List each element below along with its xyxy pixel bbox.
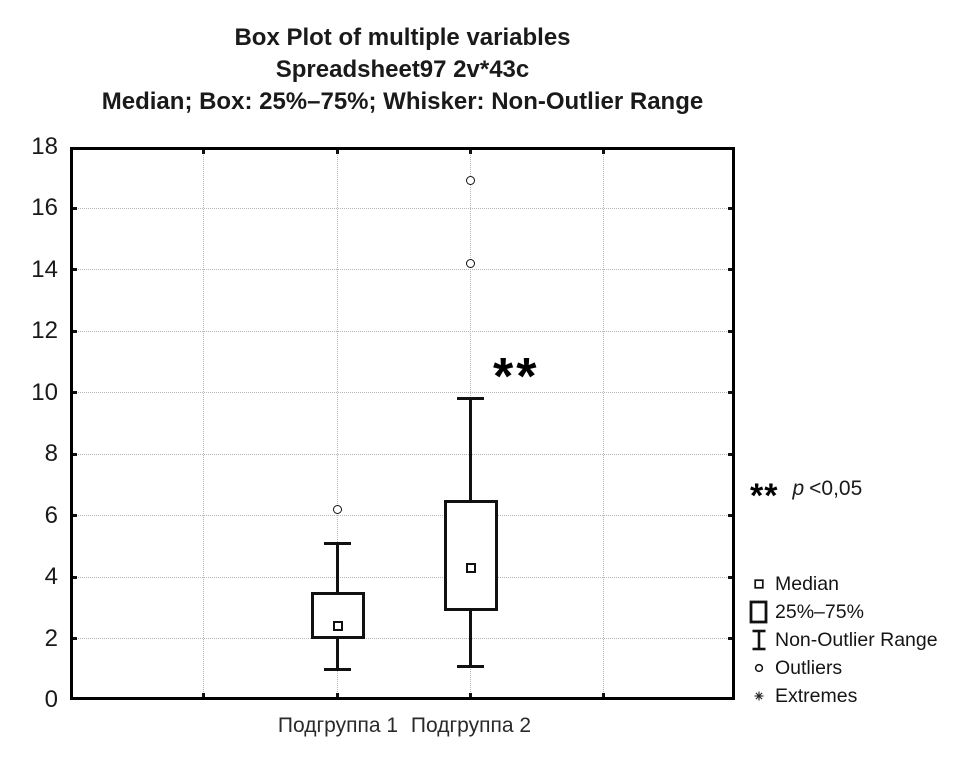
x-category-label: Подгруппа 1 (277, 714, 399, 737)
axis-tick-top (202, 147, 206, 154)
y-tick-label: 12 (31, 317, 58, 345)
y-tick-label: 6 (44, 501, 58, 529)
outlier-point (466, 259, 476, 269)
box-rect-icon (746, 600, 772, 624)
gridline-h (70, 269, 735, 271)
axis-tick-left (70, 391, 77, 395)
y-tick-label: 18 (31, 133, 58, 160)
legend-item-label: 25%–75% (775, 600, 864, 623)
chart-title-line-2: Spreadsheet97 2v*43c (275, 56, 530, 83)
median-marker (332, 621, 343, 632)
axis-tick-right (728, 514, 735, 518)
legend-item-outliers: Outliers (746, 654, 938, 682)
box-rect (443, 500, 498, 611)
y-tick-label: 8 (44, 440, 58, 468)
legend-item-25-75: 25%–75% (746, 598, 938, 626)
x-category-label: Подгруппа 2 (410, 714, 532, 737)
outlier-circle-icon (746, 662, 772, 674)
gridline-h (70, 392, 735, 394)
axis-tick-right (728, 329, 735, 333)
y-tick-label: 0 (44, 686, 58, 713)
chart-title-line-1: Box Plot of multiple variables (234, 24, 571, 51)
gridline-v (203, 147, 205, 700)
axis-tick-right (728, 206, 735, 210)
gridline-v (603, 147, 605, 700)
median-square-icon (746, 578, 772, 590)
legend-item-non-outlier-range: Non-Outlier Range (746, 626, 938, 654)
axis-tick-bottom (602, 693, 606, 700)
legend-item-median: Median (746, 570, 938, 598)
y-tick-label: 4 (44, 563, 58, 591)
extreme-asterisk-icon (746, 690, 772, 702)
axis-tick-right (728, 391, 735, 395)
median-marker (465, 562, 476, 573)
whisker-cap-bottom (324, 667, 352, 671)
gridline-h (70, 638, 735, 640)
gridline-v (337, 147, 339, 700)
legend: Median 25%–75% Non-Outlier Range Outliers Ex… (746, 570, 938, 710)
y-tick-label: 14 (31, 255, 58, 283)
outlier-point (466, 176, 476, 186)
gridline-h (70, 207, 735, 209)
significance-annotation: ** (492, 347, 540, 406)
axis-tick-bottom (469, 693, 473, 700)
legend-item-label: Outliers (775, 656, 843, 679)
axis-tick-right (728, 452, 735, 456)
axis-tick-left (70, 575, 77, 579)
axis-tick-bottom (202, 693, 206, 700)
boxplot-group-2 (70, 147, 735, 700)
significance-note-stars: ** (750, 477, 779, 515)
y-tick-label: 10 (31, 378, 58, 406)
axis-tick-top (602, 147, 606, 154)
whisker-cap-top (457, 397, 485, 401)
chart-title: Box Plot of multiple variables Spreadshe… (70, 22, 735, 118)
axis-tick-left (70, 637, 77, 641)
axis-tick-right (728, 575, 735, 579)
legend-item-extremes: Extremes (746, 682, 938, 710)
axis-tick-right (728, 268, 735, 272)
legend-item-label: Extremes (775, 684, 858, 707)
plot-area (70, 147, 735, 700)
axis-tick-top (336, 147, 340, 154)
legend-item-label: Median (775, 572, 839, 595)
significance-note: ** p <0,05 (750, 469, 863, 513)
boxplot-group-1 (70, 147, 735, 700)
legend-item-label: Non-Outlier Range (775, 628, 938, 651)
gridline-h (70, 576, 735, 578)
axis-tick-left (70, 268, 77, 272)
y-tick-label: 2 (44, 624, 58, 652)
gridline-h (70, 330, 735, 332)
whisker-cap-bottom (457, 664, 485, 668)
y-tick-label: 16 (31, 194, 58, 222)
chart-title-line-3: Median; Box: 25%–75%; Whisker: Non-Outli… (101, 88, 704, 115)
outlier-point (333, 505, 343, 515)
whisker-cap-top (324, 541, 352, 545)
axis-tick-left (70, 206, 77, 210)
gridline-h (70, 515, 735, 517)
gridline-h (70, 453, 735, 455)
significance-note-p-label: p (792, 477, 805, 500)
axis-tick-left (70, 329, 77, 333)
significance-note-value: <0,05 (809, 477, 863, 500)
axis-tick-left (70, 514, 77, 518)
axis-tick-left (70, 452, 77, 456)
whisker-ibeam-icon (746, 628, 772, 652)
axis-tick-bottom (336, 693, 340, 700)
axis-tick-right (728, 637, 735, 641)
axis-tick-top (469, 147, 473, 154)
